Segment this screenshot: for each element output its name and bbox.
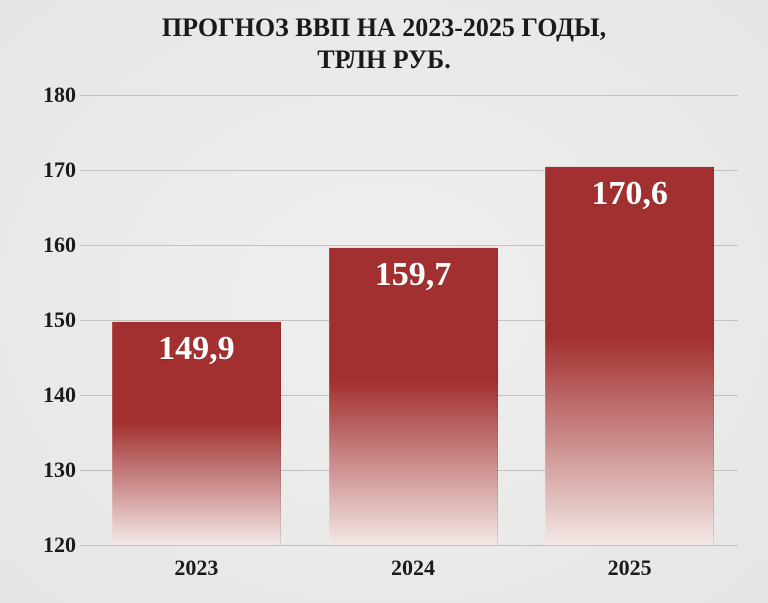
chart-title: ПРОГНОЗ ВВП НА 2023-2025 ГОДЫ, ТРЛН РУБ. [0,12,768,76]
chart-title-line1: ПРОГНОЗ ВВП НА 2023-2025 ГОДЫ, [40,12,728,44]
bar: 159,7 [329,247,498,545]
y-tick-label: 150 [28,307,76,333]
x-tick-label: 2025 [545,555,714,581]
bar-value-label: 170,6 [546,175,713,213]
plot-area: 120130140150160170180149,92023159,720241… [88,95,738,545]
gridline [80,545,738,546]
x-tick-label: 2023 [112,555,281,581]
y-tick-label: 160 [28,232,76,258]
x-tick-label: 2024 [329,555,498,581]
bar-value-label: 159,7 [330,256,497,294]
bar: 149,9 [112,321,281,545]
bar-value-label: 149,9 [113,330,280,368]
y-tick-label: 120 [28,532,76,558]
gridline [80,95,738,96]
y-tick-label: 170 [28,157,76,183]
bar: 170,6 [545,166,714,546]
y-tick-label: 180 [28,82,76,108]
y-tick-label: 130 [28,457,76,483]
y-tick-label: 140 [28,382,76,408]
gdp-forecast-chart: ПРОГНОЗ ВВП НА 2023-2025 ГОДЫ, ТРЛН РУБ.… [0,0,768,603]
chart-title-line2: ТРЛН РУБ. [40,44,728,76]
